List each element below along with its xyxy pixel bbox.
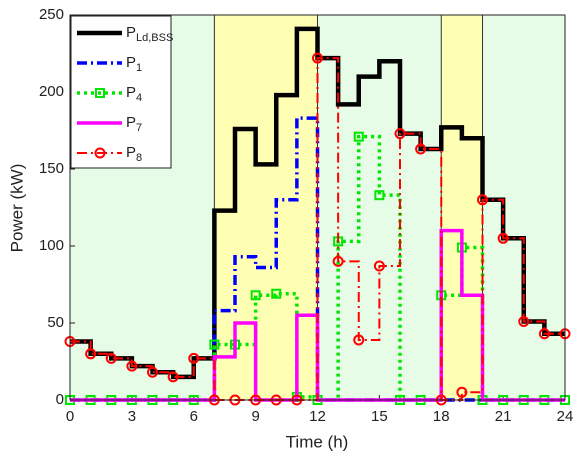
marker: [373, 260, 385, 272]
y-axis-title: Power (kW): [7, 164, 26, 253]
marker: [85, 348, 97, 360]
marker: [126, 360, 138, 372]
marker: [456, 386, 468, 398]
marker: [538, 328, 550, 340]
x-axis-title: Time (h): [286, 432, 349, 451]
legend-label: P8: [126, 144, 142, 164]
marker: [353, 131, 364, 142]
marker: [332, 255, 344, 267]
marker: [415, 143, 427, 155]
x-tick-label: 9: [251, 408, 259, 425]
marker: [188, 352, 200, 364]
x-tick-label: 6: [190, 408, 198, 425]
marker: [271, 288, 282, 299]
x-tick-label: 18: [433, 408, 450, 425]
x-tick-label: 21: [495, 408, 512, 425]
y-tick-label: 0: [56, 391, 64, 408]
x-tick-label: 15: [371, 408, 388, 425]
marker: [353, 334, 365, 346]
y-tick-label: 250: [39, 6, 64, 23]
legend-label: P7: [126, 114, 142, 134]
y-tick-label: 100: [39, 237, 64, 254]
highlight-span: [214, 15, 318, 400]
x-tick-label: 0: [66, 408, 74, 425]
highlight-span: [441, 15, 483, 400]
marker: [518, 315, 530, 327]
y-tick-label: 150: [39, 160, 64, 177]
marker: [147, 366, 158, 378]
x-tick-label: 3: [128, 408, 136, 425]
legend-marker: [95, 88, 105, 98]
marker: [477, 194, 488, 206]
legend-marker: [94, 147, 106, 159]
marker: [374, 190, 385, 201]
y-tick-label: 200: [39, 83, 64, 100]
plot-frame: [69, 14, 566, 401]
series-line: [70, 26, 565, 380]
marker: [250, 290, 261, 301]
marker: [394, 128, 406, 140]
x-tick-label: 24: [557, 408, 574, 425]
legend: PLd,BSS P1 P4 P7 P8: [70, 15, 173, 169]
x-tick-label: 12: [309, 408, 326, 425]
marker: [105, 352, 117, 364]
marker: [209, 339, 220, 350]
marker: [167, 371, 179, 383]
marker: [497, 232, 509, 244]
marker: [312, 52, 323, 64]
legend-label: P1: [126, 54, 142, 74]
legend-label: PLd,BSS: [126, 24, 173, 44]
legend-label: P4: [126, 84, 142, 104]
y-tick-label: 50: [47, 314, 64, 331]
